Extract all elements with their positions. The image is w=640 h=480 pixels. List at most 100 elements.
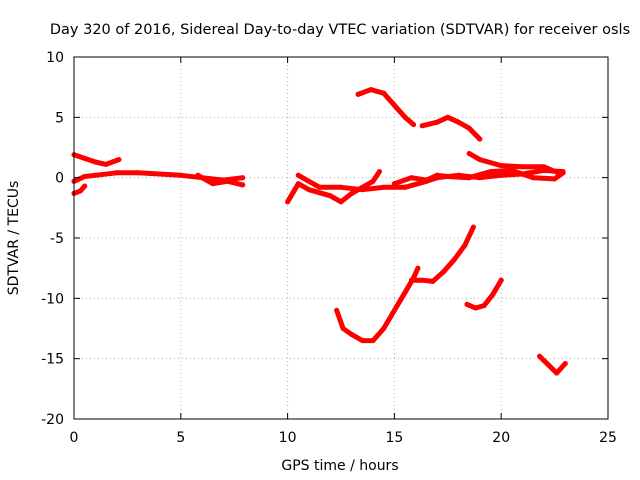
data-point <box>340 326 346 331</box>
data-point <box>554 370 560 376</box>
y-tick-label: -10 <box>41 291 64 307</box>
x-tick-label: 15 <box>385 430 403 446</box>
data-point <box>445 174 451 179</box>
y-tick-label: -15 <box>41 352 64 368</box>
y-tick-label: 0 <box>55 171 64 187</box>
chart-title: Day 320 of 2016, Sidereal Day-to-day VTE… <box>50 22 630 38</box>
data-point <box>178 172 184 178</box>
data-point <box>103 161 109 167</box>
y-axis-label: SDTVAR / TECUs <box>6 181 22 296</box>
data-point <box>462 242 468 248</box>
data-point <box>349 190 355 196</box>
data-point <box>370 178 376 184</box>
data-point <box>359 338 365 344</box>
data-point <box>402 114 408 120</box>
data-point <box>537 353 543 359</box>
data-point <box>545 362 551 368</box>
data-point <box>481 303 487 309</box>
data-point <box>355 91 361 97</box>
data-point <box>488 169 493 175</box>
data-point <box>411 122 417 128</box>
data-point <box>116 157 122 163</box>
data-point <box>409 277 414 283</box>
data-point <box>477 136 483 142</box>
data-point <box>317 184 323 190</box>
data-point <box>498 277 504 283</box>
grid-lines <box>74 57 608 419</box>
data-point <box>451 257 457 263</box>
y-tick-label: 10 <box>46 50 64 66</box>
data-point <box>402 289 408 295</box>
data-point <box>381 90 387 96</box>
data-point <box>464 301 470 307</box>
data-point <box>520 164 526 170</box>
data-point <box>419 123 425 129</box>
y-tick-label: 5 <box>55 110 64 126</box>
y-tick-label: -5 <box>50 231 64 247</box>
series-arc-4 <box>195 172 246 188</box>
series-arc-2 <box>71 170 246 184</box>
data-point <box>370 338 376 344</box>
data-point <box>77 188 83 194</box>
data-point <box>210 181 216 187</box>
data-point <box>359 187 365 193</box>
x-tick-label: 25 <box>599 430 617 446</box>
data-point <box>82 174 88 179</box>
data-series <box>71 87 568 376</box>
data-point <box>114 170 120 176</box>
data-point <box>376 169 382 175</box>
tick-labels: 0 5 10 15 20 25 -20 -15 -10 -5 0 5 10 <box>41 50 617 446</box>
data-point <box>541 164 547 170</box>
data-point <box>477 157 483 163</box>
series-arc-9 <box>419 114 483 142</box>
data-point <box>530 175 536 181</box>
data-point <box>552 176 558 182</box>
data-point <box>434 119 440 125</box>
data-point <box>466 125 472 131</box>
data-point <box>295 172 301 178</box>
data-point <box>473 305 479 311</box>
data-point <box>349 332 355 337</box>
data-point <box>225 178 231 184</box>
data-point <box>498 163 504 169</box>
data-point <box>409 175 414 181</box>
data-point <box>381 326 387 331</box>
data-point <box>558 171 564 177</box>
data-point <box>381 184 387 190</box>
data-point <box>423 177 429 183</box>
data-point <box>498 172 504 178</box>
data-point <box>402 184 408 190</box>
series-arc-14 <box>537 353 568 376</box>
y-tick-label: -20 <box>41 412 64 428</box>
x-tick-label: 10 <box>279 430 297 446</box>
data-point <box>509 167 515 173</box>
data-point <box>434 172 440 178</box>
data-point <box>466 151 472 156</box>
data-point <box>195 172 201 178</box>
data-point <box>391 181 397 187</box>
data-point <box>240 182 246 188</box>
x-tick-label: 5 <box>176 430 185 446</box>
data-point <box>295 181 301 187</box>
data-point <box>415 265 421 271</box>
data-point <box>240 175 246 181</box>
data-point <box>338 184 344 190</box>
data-point <box>391 102 397 108</box>
data-point <box>562 361 568 366</box>
data-point <box>456 119 461 125</box>
data-point <box>490 292 496 298</box>
data-point <box>92 159 98 165</box>
data-point <box>285 199 291 205</box>
data-point <box>82 183 88 189</box>
data-point <box>441 269 446 275</box>
axis-ticks <box>73 56 609 420</box>
x-tick-label: 20 <box>492 430 510 446</box>
data-point <box>135 170 141 176</box>
data-point <box>334 307 340 313</box>
x-tick-label: 0 <box>70 430 79 446</box>
data-point <box>92 172 98 178</box>
data-point <box>470 224 476 230</box>
data-point <box>156 171 162 177</box>
data-point <box>430 278 436 284</box>
data-point <box>419 277 425 283</box>
